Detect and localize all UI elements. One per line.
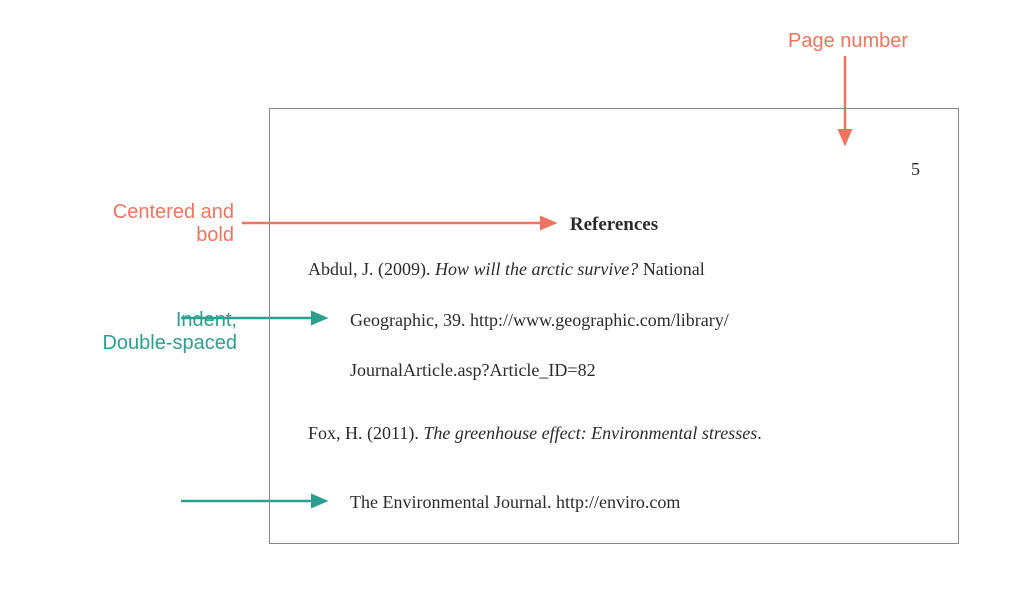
ref-entry-line: Fox, H. (2011). The greenhouse effect: E… bbox=[308, 423, 762, 444]
ref-text: JournalArticle.asp?Article_ID=82 bbox=[350, 360, 596, 380]
ref-italic: How will the arctic survive? bbox=[435, 259, 638, 279]
ref-prefix: Fox, H. (2011). bbox=[308, 423, 423, 443]
ref-italic: The greenhouse effect: Environmental str… bbox=[423, 423, 757, 443]
ref-suffix: . bbox=[757, 423, 762, 443]
ref-entry-line: The Environmental Journal. http://enviro… bbox=[350, 492, 680, 513]
page-box: 5 References Abdul, J. (2009). How will … bbox=[269, 108, 959, 544]
ref-entry-line: JournalArticle.asp?Article_ID=82 bbox=[350, 360, 596, 381]
ref-entry-line: Geographic, 39. http://www.geographic.co… bbox=[350, 310, 729, 331]
page-number: 5 bbox=[911, 159, 920, 180]
ref-text: Geographic, 39. http://www.geographic.co… bbox=[350, 310, 729, 330]
ref-text: The Environmental Journal. http://enviro… bbox=[350, 492, 680, 512]
references-title: References bbox=[270, 214, 958, 236]
ref-entry-line: Abdul, J. (2009). How will the arctic su… bbox=[308, 259, 705, 280]
ref-suffix: National bbox=[638, 259, 704, 279]
ref-prefix: Abdul, J. (2009). bbox=[308, 259, 435, 279]
